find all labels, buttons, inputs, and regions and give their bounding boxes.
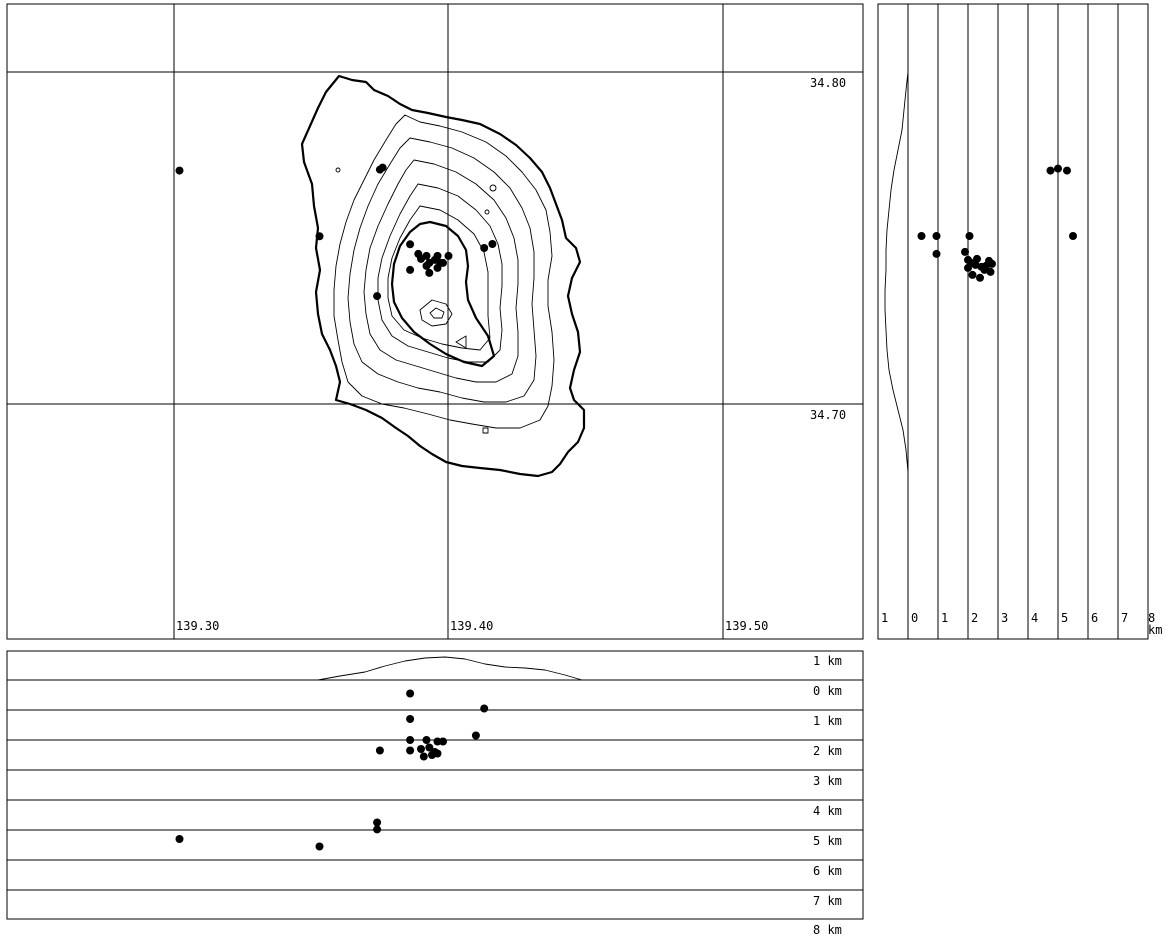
ns-depth-label: 1: [941, 611, 948, 625]
map-frame: [6, 3, 864, 640]
ns-hypocenter-point: [1069, 232, 1077, 240]
ns-topography-profile: [884, 71, 909, 473]
epicenter-point: [480, 244, 489, 252]
ew-hypocenter-point: [315, 842, 324, 851]
ew-depth-label: 7 km: [813, 894, 842, 908]
ew-hypocenter-point: [417, 745, 425, 753]
epicenter-point: [378, 163, 387, 172]
ns-cross-section: 1 0 1 2 3 4 5 6 7 8 km: [877, 3, 1162, 640]
lat-label-34-80: 34.80: [810, 76, 846, 90]
lon-label-139-30: 139.30: [176, 619, 219, 633]
ns-hypocenter-point: [1046, 166, 1055, 175]
ns-hypocenter-point: [1063, 166, 1071, 175]
contour-line: [429, 307, 445, 319]
ew-depth-label: 5 km: [813, 834, 842, 848]
contour-line: [333, 114, 555, 429]
ns-depth-label: 7: [1121, 611, 1128, 625]
ns-hypocenter-point: [968, 270, 977, 279]
ns-hypocenter-point: [980, 265, 989, 274]
ns-depth-label: 1: [881, 611, 888, 625]
ns-hypocenter-markers: [917, 164, 1077, 282]
contour-line: [377, 183, 503, 363]
ew-frame: [6, 650, 864, 920]
ew-topography-profile: [317, 656, 583, 681]
ns-depth-label: 6: [1091, 611, 1098, 625]
ew-hypocenter-point: [175, 835, 184, 843]
epicenter-markers: [175, 163, 497, 301]
contour-line: [363, 159, 519, 383]
ew-hypocenter-markers: [175, 689, 489, 851]
contour-line: [387, 205, 491, 351]
ns-hypocenter-point: [965, 232, 974, 240]
ew-depth-label: 1 km: [813, 714, 842, 728]
epicenter-point: [433, 251, 442, 260]
ew-hypocenter-point: [439, 737, 447, 746]
ns-hypocenter-point: [932, 249, 941, 258]
ew-hypocenter-point: [471, 731, 480, 740]
ns-unit-label: km: [1148, 623, 1162, 637]
ns-hypocenter-point: [932, 232, 941, 240]
summit-marker: [482, 427, 489, 434]
epicenter-point: [406, 240, 415, 249]
epicenter-point: [425, 268, 434, 277]
ns-depth-label: 8: [1148, 611, 1155, 625]
epicenter-map: 34.80 34.70 139.30 139.40 139.50: [6, 3, 864, 640]
ns-depth-label: 0: [911, 611, 918, 625]
ew-depth-label: 2 km: [813, 744, 842, 758]
ew-depth-label: 8 km: [813, 923, 842, 937]
contour-spot: [484, 209, 490, 215]
epicenter-point: [439, 258, 447, 267]
ns-depth-label: 5: [1061, 611, 1068, 625]
contour-spot: [335, 167, 341, 173]
caldera-rim: [390, 220, 496, 368]
ns-hypocenter-point: [961, 247, 969, 256]
epicenter-point: [315, 232, 324, 241]
ew-hypocenter-point: [419, 752, 428, 761]
epicenter-point: [406, 265, 415, 274]
ns-hypocenter-point: [917, 232, 926, 240]
epicenter-point: [444, 251, 453, 260]
contour-line: [347, 137, 537, 403]
ns-hypocenter-point: [973, 254, 981, 263]
lat-label-34-70: 34.70: [810, 408, 846, 422]
ew-hypocenter-point: [406, 689, 415, 698]
ew-hypocenter-point: [373, 825, 382, 834]
epicenter-point: [422, 251, 431, 260]
contour-line: [419, 299, 453, 327]
lon-label-139-50: 139.50: [725, 619, 768, 633]
ns-depth-label: 3: [1001, 611, 1008, 625]
ew-hypocenter-point: [433, 749, 442, 758]
epicenter-point: [373, 292, 382, 301]
epicenter-point: [488, 240, 497, 248]
ew-hypocenter-point: [406, 746, 415, 755]
ns-depth-label: 2: [971, 611, 978, 625]
ew-depth-label: 4 km: [813, 804, 842, 818]
ew-hypocenter-point: [375, 746, 384, 755]
ew-cross-section: 1 km 0 km 1 km 2 km 3 km 4 km 5 km 6 km …: [6, 650, 864, 937]
ew-hypocenter-point: [422, 736, 431, 744]
ew-hypocenter-point: [425, 743, 434, 752]
ns-frame: [877, 3, 1149, 640]
ew-depth-label: 3 km: [813, 774, 842, 788]
epicenter-point: [175, 166, 184, 175]
ns-hypocenter-point: [1054, 164, 1062, 173]
ns-hypocenter-point: [976, 273, 984, 282]
ew-hypocenter-point: [406, 736, 415, 744]
island-coastline: [300, 74, 586, 478]
ew-hypocenter-point: [406, 715, 415, 723]
ew-hypocenter-point: [433, 737, 442, 746]
ns-hypocenter-point: [988, 259, 996, 268]
ew-depth-label: 6 km: [813, 864, 842, 878]
ew-depth-label: 0 km: [813, 684, 842, 698]
ew-hypocenter-point: [480, 704, 489, 713]
ns-hypocenter-point: [964, 263, 972, 272]
contour-spot: [489, 184, 497, 192]
ns-depth-label: 4: [1031, 611, 1038, 625]
ew-hypocenter-point: [373, 818, 382, 827]
ew-depth-label: 1 km: [813, 654, 842, 668]
crater-triangle: [455, 335, 467, 349]
lon-label-139-40: 139.40: [450, 619, 493, 633]
